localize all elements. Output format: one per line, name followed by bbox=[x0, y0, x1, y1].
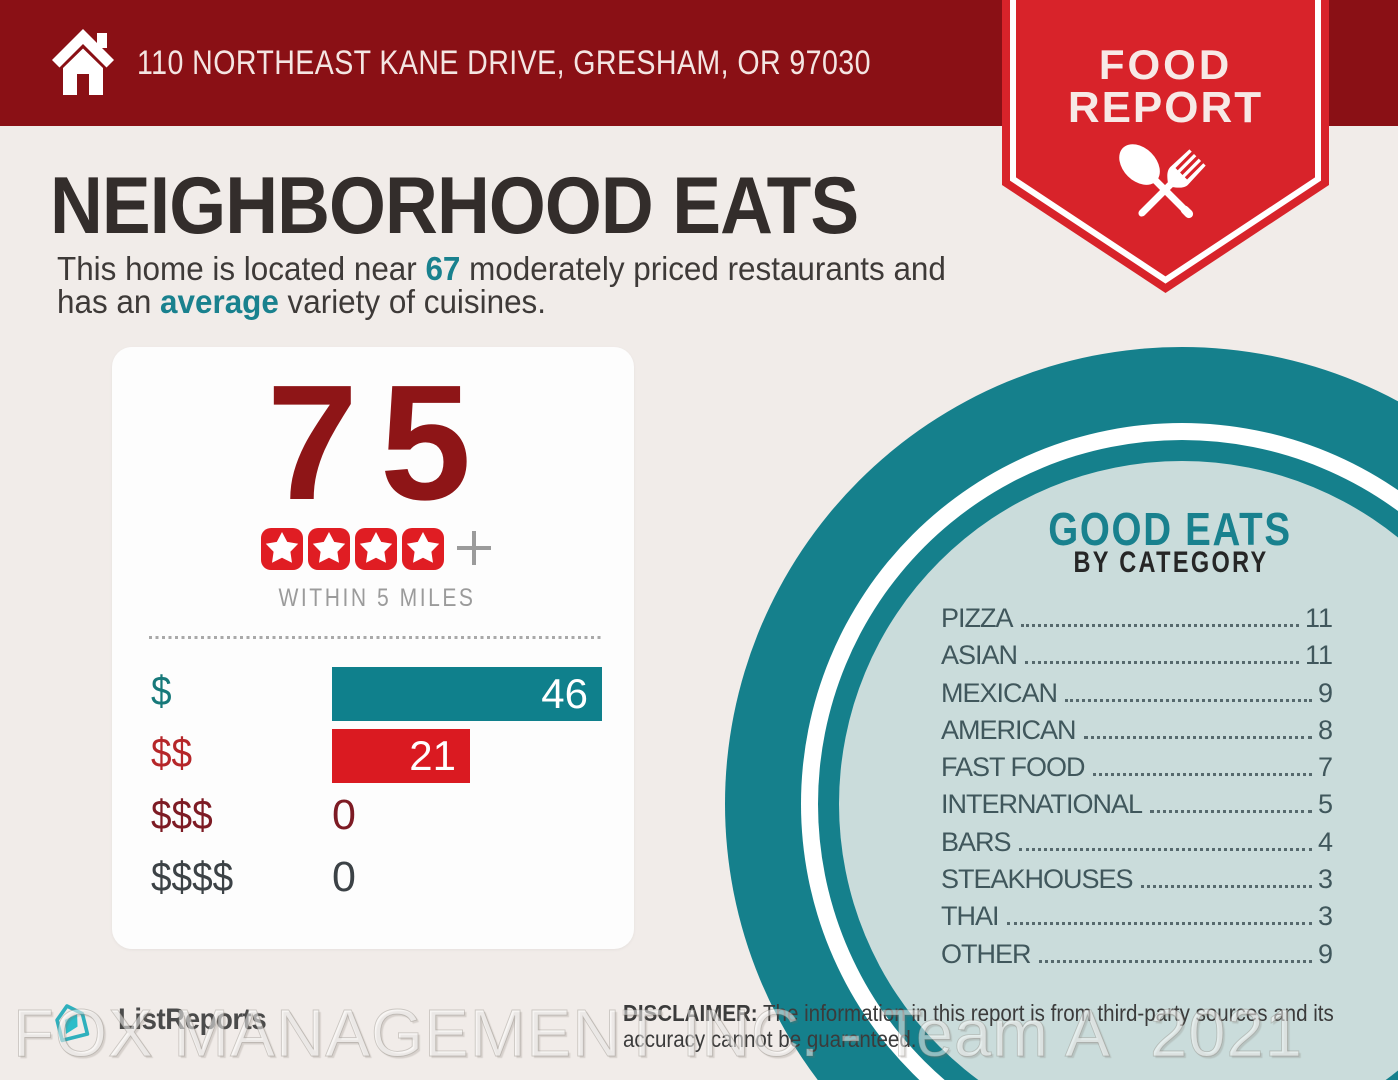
svg-text:REPORT: REPORT bbox=[1068, 83, 1263, 132]
svg-text:FOOD: FOOD bbox=[1099, 41, 1232, 88]
